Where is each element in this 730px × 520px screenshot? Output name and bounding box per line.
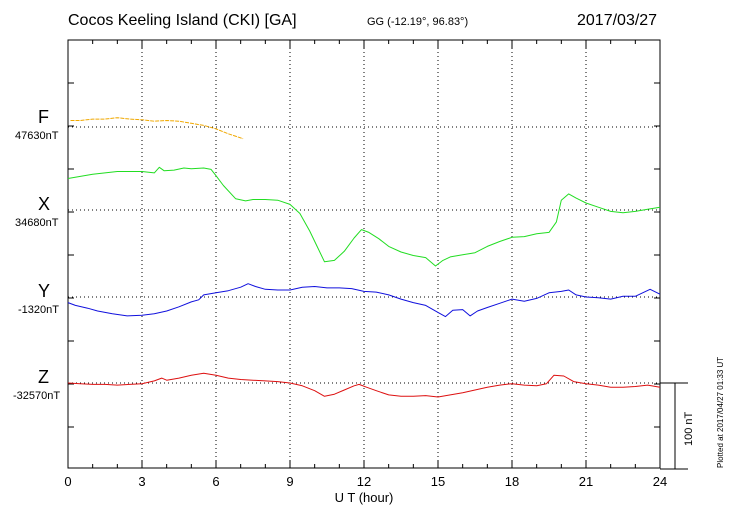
- x-tick-label: 9: [286, 474, 293, 489]
- baseline-label-F: 47630nT: [15, 130, 59, 142]
- observation-date: 2017/03/27: [577, 12, 658, 29]
- grid: [67, 39, 661, 469]
- x-tick-label: 24: [653, 474, 667, 489]
- x-tick-label: 6: [212, 474, 219, 489]
- baseline-label-Y: -1320nT: [18, 304, 59, 316]
- scale-bar: 100 nT: [660, 382, 695, 470]
- x-tick-label: 0: [64, 474, 71, 489]
- series-line-F: [70, 117, 244, 140]
- component-letter-X: X: [38, 194, 51, 214]
- baseline-label-Z: -32570nT: [13, 390, 61, 402]
- x-tick-label: 21: [579, 474, 593, 489]
- x-tick-label: 15: [431, 474, 445, 489]
- x-axis-label: U T (hour): [335, 490, 394, 505]
- x-tick-label: 12: [357, 474, 371, 489]
- x-tick-label: 3: [138, 474, 145, 489]
- component-letter-Z: Z: [38, 367, 49, 387]
- x-tick-label: 18: [505, 474, 519, 489]
- scale-bar-label: 100 nT: [683, 411, 695, 446]
- x-axis-ticks: 0 3 6 9 12 15 18 21 24 U T (hour): [64, 474, 667, 505]
- station-title: Cocos Keeling Island (CKI) [GA]: [68, 12, 297, 29]
- plotted-timestamp: Plotted at 2017/04/27 01:33 UT: [716, 356, 725, 468]
- baseline-label-X: 34680nT: [15, 217, 59, 229]
- station-coordinates: GG (-12.19°, 96.83°): [367, 16, 469, 28]
- series-line-X: [67, 166, 661, 267]
- series-line-Y: [67, 283, 661, 318]
- component-letter-Y: Y: [38, 281, 51, 301]
- series-line-Z: [67, 372, 661, 398]
- series-layer: [67, 117, 661, 398]
- component-letter-F: F: [38, 107, 49, 127]
